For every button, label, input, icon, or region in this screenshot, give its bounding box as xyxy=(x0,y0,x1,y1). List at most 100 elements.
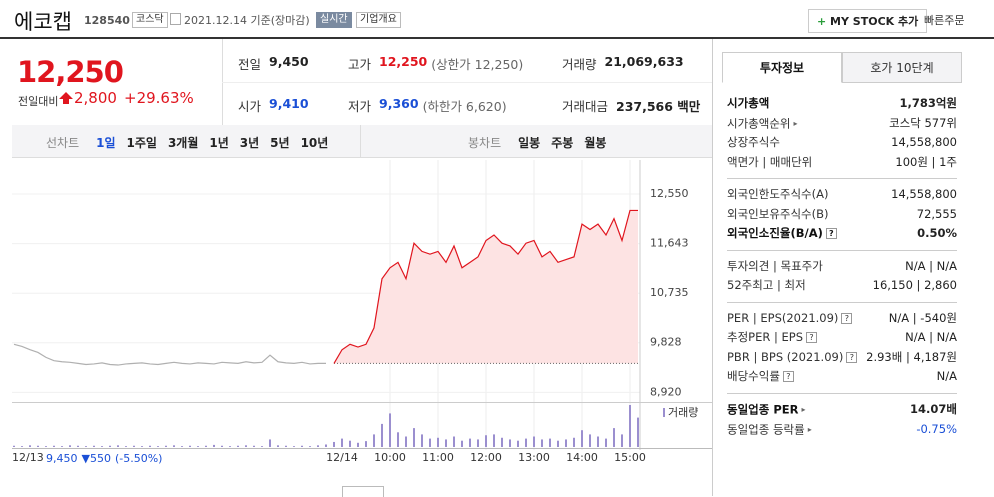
divider xyxy=(712,39,713,496)
volume-bar xyxy=(613,428,615,447)
row-value: 16,150 | 2,860 xyxy=(872,278,957,293)
price-line xyxy=(13,343,326,366)
row-label: 외국인한도주식수(A) xyxy=(727,187,829,202)
period-tab[interactable]: 1일 xyxy=(96,136,116,150)
period-tab[interactable]: 3년 xyxy=(239,136,260,150)
row-value: 14.07배 xyxy=(910,401,957,416)
info-item: 저가 9,360 (하한가 6,620) xyxy=(348,96,507,115)
x-tick-label: 15:00 xyxy=(614,451,646,464)
candle-title: 봉차트 xyxy=(468,136,502,150)
info-extra: (하한가 6,620) xyxy=(422,99,507,114)
quick-order[interactable]: 빠른주문 xyxy=(924,14,965,27)
period-tab[interactable]: 5년 xyxy=(270,136,290,150)
row-label-wrap: PER | EPS(2021.09)? xyxy=(727,309,853,329)
prevday-change: ▼550 xyxy=(81,452,111,465)
row-value: 코스닥 577위 xyxy=(889,115,957,130)
period-tab[interactable]: 1년 xyxy=(209,136,229,150)
row-value: N/A | -540원 xyxy=(888,310,957,325)
volume-bar xyxy=(109,445,111,447)
row-label: 추정PER | EPS xyxy=(727,330,804,345)
volume-bar xyxy=(77,445,79,447)
volume-bar xyxy=(469,438,471,447)
mystock-button[interactable]: + MY STOCK 추가 xyxy=(808,9,928,33)
volume-bar xyxy=(549,438,551,447)
row-label-wrap: 외국인한도주식수(A) xyxy=(727,185,828,205)
row-label: 동일업종 PER xyxy=(727,402,799,416)
row-label-wrap: 동일업종 등락률 ▸ xyxy=(727,420,812,440)
panel-row: 투자의견 | 목표주가 N/A | N/A xyxy=(727,257,957,277)
row-label-wrap: 시가총액 xyxy=(727,94,769,114)
info-item: 고가 12,250 (상한가 12,250) xyxy=(348,54,523,73)
volume-bar xyxy=(525,438,527,447)
volume-bar xyxy=(85,446,87,447)
volume-bar xyxy=(125,446,127,447)
row-label: 52주최고 | 최저 xyxy=(727,278,806,293)
row-value: 14,558,800 xyxy=(891,135,957,150)
volume-bar xyxy=(453,436,455,447)
volume-bar xyxy=(565,439,567,447)
legend-swatch xyxy=(663,408,665,417)
period-tab[interactable]: 1주일 xyxy=(126,136,157,150)
volume-bar xyxy=(253,445,255,447)
row-value: 72,555 xyxy=(916,206,957,221)
help-icon[interactable]: ? xyxy=(782,371,794,383)
panel-row: 외국인한도주식수(A) 14,558,800 xyxy=(727,185,957,205)
volume-bar xyxy=(517,440,519,447)
panel-row: PER | EPS(2021.09)? N/A | -540원 xyxy=(727,309,957,329)
candle-tab[interactable]: 월봉 xyxy=(584,136,607,150)
volume-bar xyxy=(573,437,575,447)
volume-bar xyxy=(317,445,319,447)
volume-bar xyxy=(621,434,623,447)
volume-bar xyxy=(237,445,239,447)
row-label-wrap: PBR | BPS (2021.09)? xyxy=(727,348,858,368)
candle-list: 봉차트 일봉 주봉 월봉 xyxy=(468,134,606,151)
invest-panel: 시가총액 1,783억원 시가총액순위 ▸ 코스닥 577위 상장주식수 14,558,80… xyxy=(727,90,957,445)
volume-bar xyxy=(381,423,383,447)
company-button[interactable]: 기업개요 xyxy=(356,12,401,28)
row-value: 1,783억원 xyxy=(899,96,957,110)
info-value: 12,250 xyxy=(379,54,428,69)
panel-section: 시가총액 1,783억원 시가총액순위 ▸ 코스닥 577위 상장주식수 14,558,80… xyxy=(727,90,957,178)
panel-section: 투자의견 | 목표주가 N/A | N/A 52주최고 | 최저 16,150 | 2… xyxy=(727,249,957,302)
volume-bar xyxy=(189,445,191,447)
volume-bar xyxy=(357,442,359,447)
help-icon[interactable]: ? xyxy=(825,228,837,240)
help-icon[interactable]: ? xyxy=(841,312,853,324)
panel-row: 외국인보유주식수(B) 72,555 xyxy=(727,205,957,225)
info-label: 고가 xyxy=(348,57,372,72)
volume-bar xyxy=(285,445,287,447)
volume-bar xyxy=(413,428,415,447)
date: 2021.12.14 기준(장마감) xyxy=(184,14,310,27)
help-icon[interactable]: ? xyxy=(846,351,858,363)
volume-bar xyxy=(29,445,31,447)
candle-tab[interactable]: 일봉 xyxy=(518,136,541,150)
info-item: 거래량 21,069,633 xyxy=(562,54,684,73)
volume-bar xyxy=(605,438,607,447)
period-tab[interactable]: 10년 xyxy=(300,136,329,150)
y-tick-label: 12,550 xyxy=(650,187,689,200)
volume-bar xyxy=(309,446,311,447)
panel-section: 동일업종 PER ▸ 14.07배 동일업종 등락률 ▸ -0.75% xyxy=(727,392,957,446)
volume-bar xyxy=(269,439,271,447)
volume-bar xyxy=(277,445,279,447)
tab[interactable]: 호가 10단계 xyxy=(842,52,962,83)
y-tick-label: 9,828 xyxy=(650,336,682,349)
x-tick-label: 12:00 xyxy=(470,451,502,464)
collapse-handle[interactable] xyxy=(342,486,384,497)
row-label-wrap: 시가총액순위 ▸ xyxy=(727,114,798,134)
row-value: 100원 | 1주 xyxy=(895,154,957,169)
volume-bar xyxy=(477,439,479,447)
volume-bar xyxy=(101,446,103,447)
volume-bar xyxy=(493,434,495,447)
info-label: 거래대금 xyxy=(562,99,609,114)
row-value: 2.93배 | 4,187원 xyxy=(866,349,957,364)
info-extra: (상한가 12,250) xyxy=(431,57,524,72)
arrow-icon: ▸ xyxy=(793,118,798,128)
volume-bar xyxy=(333,441,335,447)
period-tab[interactable]: 3개월 xyxy=(167,136,199,150)
help-icon[interactable]: ? xyxy=(806,332,818,344)
change-label: 전일대비 xyxy=(18,95,59,108)
candle-tab[interactable]: 주봉 xyxy=(551,136,574,150)
tab[interactable]: 투자정보 xyxy=(722,52,842,83)
